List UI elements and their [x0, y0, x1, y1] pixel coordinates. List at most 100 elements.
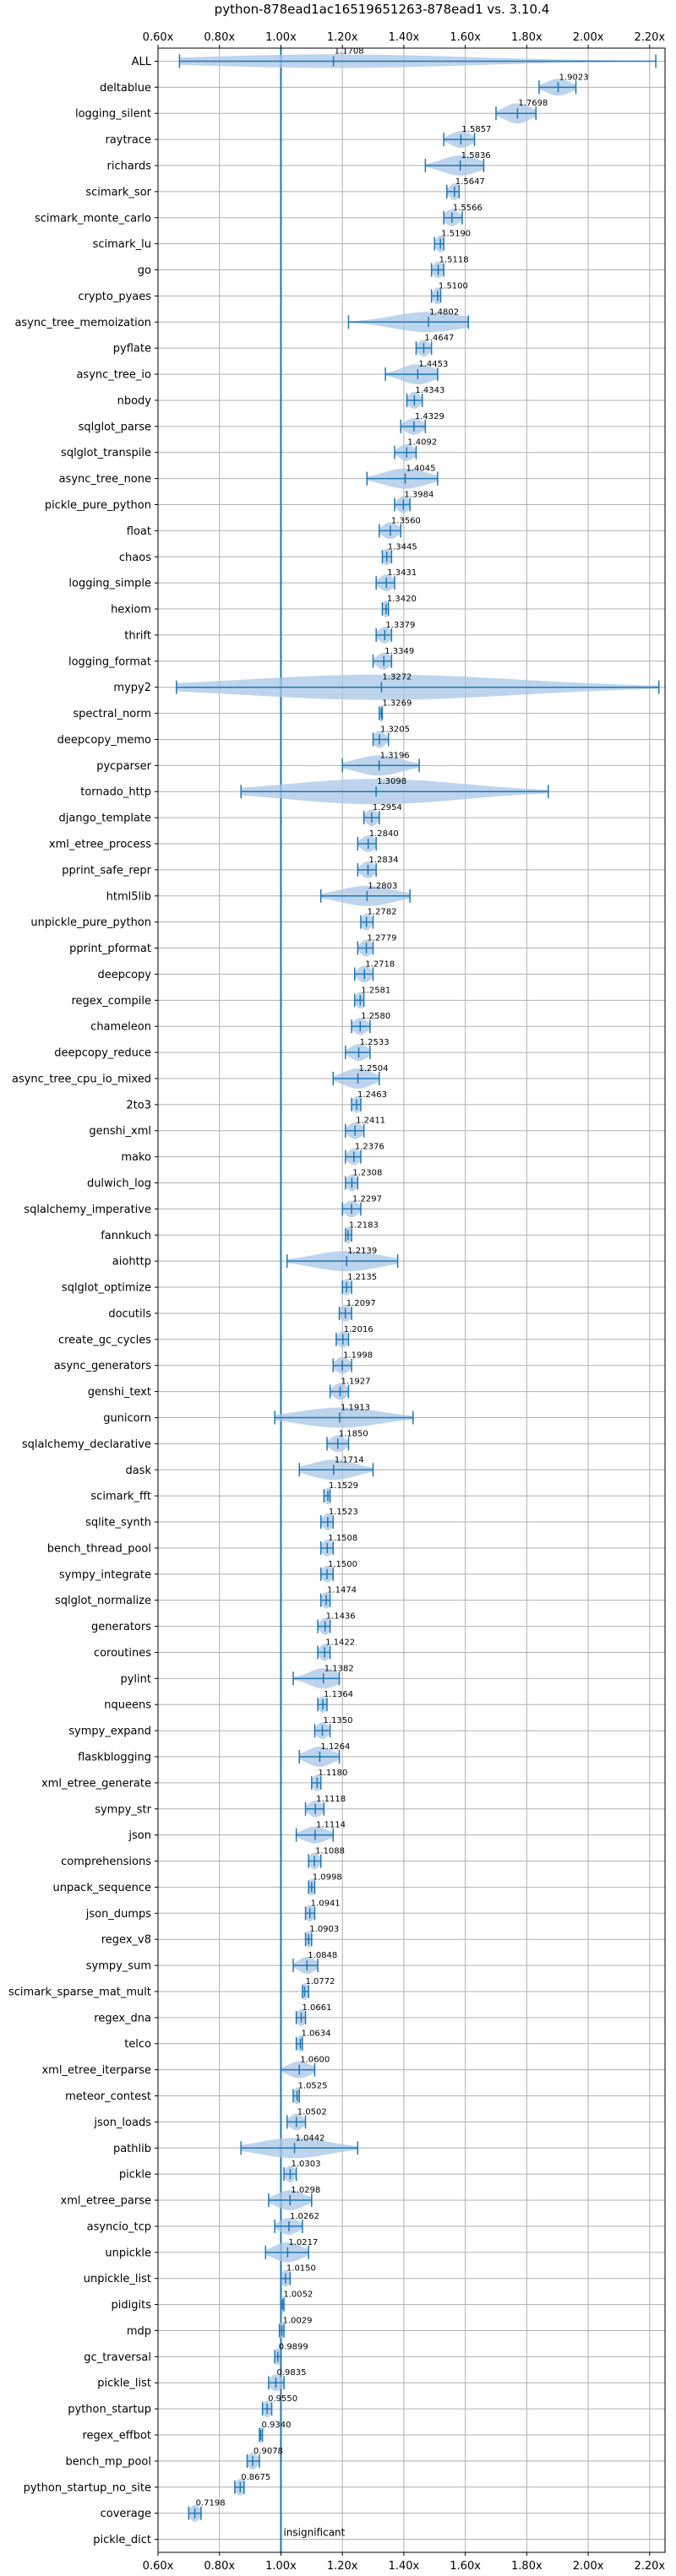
violin-xml_etree_process: 1.2840 — [357, 829, 399, 852]
value-label: 1.1529 — [329, 1481, 358, 1491]
benchmark-label: python_startup_no_site — [24, 2481, 151, 2494]
x-tick-label-bottom: 1.20x — [327, 2560, 358, 2573]
value-label: 1.0029 — [283, 2316, 313, 2325]
x-tick-label-bottom: 1.00x — [265, 2560, 297, 2573]
benchmark-label: scimark_sor — [85, 186, 151, 198]
value-label: 1.2463 — [357, 1090, 387, 1100]
benchmark-label: sympy_integrate — [59, 1568, 151, 1581]
benchmark-label: 2to3 — [126, 1099, 151, 1111]
violin-async_tree_io: 1.4453 — [384, 360, 448, 385]
benchmark-label: async_tree_none — [59, 473, 151, 486]
violin-meteor_contest: 1.0525 — [292, 2082, 328, 2105]
violin-logging_simple: 1.3431 — [375, 568, 417, 592]
benchmark-label: xml_etree_parse — [61, 2195, 151, 2208]
value-label: 1.2779 — [368, 934, 397, 943]
value-label: 1.3431 — [387, 568, 417, 578]
violin-xml_etree_iterparse: 1.0600 — [280, 2056, 330, 2079]
value-label: 1.0600 — [300, 2056, 330, 2065]
benchmark-label: richards — [107, 160, 152, 172]
value-label: 1.2580 — [361, 1012, 390, 1021]
violin-pylint: 1.1382 — [292, 1664, 354, 1689]
value-label: 1.0298 — [291, 2186, 320, 2195]
value-label: 1.2135 — [347, 1273, 377, 1282]
violin-sympy_integrate: 1.1500 — [319, 1560, 357, 1583]
violin-ALL: 1.1708 — [178, 46, 657, 68]
violin-deepcopy: 1.2718 — [353, 959, 395, 983]
benchmark-label: async_tree_memoization — [14, 317, 151, 329]
benchmark-label: pycparser — [96, 760, 151, 773]
benchmark-label: aiohttp — [112, 1256, 151, 1269]
value-label: 1.0941 — [311, 1899, 341, 1908]
violin-chameleon: 1.2580 — [351, 1012, 390, 1035]
benchmark-label: coverage — [101, 2508, 151, 2520]
benchmark-label: regex_v8 — [101, 1934, 151, 1947]
benchmark-label: pickle_pure_python — [45, 499, 151, 512]
violin-fannkuch: 1.2183 — [345, 1220, 379, 1244]
violin-pprint_safe_repr: 1.2834 — [357, 856, 399, 878]
violin-sympy_sum: 1.0848 — [292, 1951, 337, 1975]
violin-html5lib: 1.2803 — [319, 882, 411, 906]
violin-spectral_norm: 1.3269 — [379, 699, 412, 722]
value-label: 1.3098 — [377, 777, 406, 786]
violin-sqlglot_normalize: 1.1474 — [319, 1586, 357, 1609]
benchmark-label: pidigits — [112, 2299, 152, 2312]
violin-genshi_xml: 1.2411 — [345, 1117, 385, 1139]
value-label: 1.4045 — [406, 465, 436, 474]
value-label: 1.1436 — [326, 1612, 356, 1622]
benchmark-label: pathlib — [113, 2143, 151, 2155]
benchmark-label: regex_effbot — [82, 2430, 151, 2443]
value-label: 1.1998 — [343, 1351, 373, 1361]
violin-scimark_sparse_mat_mult: 1.0772 — [302, 1977, 335, 2000]
x-tick-label-top: 1.20x — [327, 31, 358, 44]
value-label: 1.0502 — [297, 2107, 327, 2117]
violin-2to3: 1.2463 — [351, 1090, 387, 1113]
x-tick-label-top: 1.60x — [450, 31, 481, 44]
violin-thrift: 1.3379 — [375, 621, 415, 644]
benchmark-label: json_dumps — [85, 1908, 151, 1921]
benchmark-label: sympy_expand — [68, 1725, 151, 1738]
x-tick-label-bottom: 1.80x — [511, 2560, 542, 2573]
violin-asyncio_tcp: 1.0262 — [274, 2212, 319, 2235]
benchmark-label: pickle_list — [97, 2378, 151, 2390]
value-label: 1.2954 — [373, 803, 402, 812]
value-label: 1.0150 — [286, 2264, 316, 2274]
violin-unpickle_list: 1.0150 — [280, 2264, 316, 2287]
violin-async_generators: 1.1998 — [332, 1351, 373, 1374]
benchmark-label: sqlalchemy_declarative — [22, 1438, 151, 1451]
value-label: 1.2803 — [368, 882, 397, 891]
violin-regex_compile: 1.2581 — [353, 986, 390, 1009]
violin-go: 1.5118 — [430, 256, 469, 279]
value-label: 1.1708 — [335, 46, 364, 56]
value-label: 0.9340 — [261, 2421, 291, 2430]
violin-async_tree_none: 1.4045 — [366, 465, 439, 489]
value-label: 1.4453 — [418, 360, 448, 369]
value-label: 1.1508 — [328, 1534, 357, 1543]
violin-pickle: 1.0303 — [283, 2160, 320, 2183]
value-label: 1.2411 — [356, 1117, 385, 1126]
value-label: 1.5647 — [455, 177, 485, 187]
benchmark-label: sqlalchemy_imperative — [24, 1204, 151, 1216]
violin-comprehensions: 1.1088 — [308, 1847, 345, 1870]
benchmark-label: genshi_xml — [89, 1125, 151, 1138]
value-label: 1.0217 — [288, 2238, 318, 2247]
value-label: 1.2376 — [355, 1143, 384, 1152]
value-label: 1.2097 — [346, 1299, 376, 1308]
violin-deepcopy_memo: 1.3205 — [372, 725, 410, 748]
benchmark-label: pprint_pformat — [69, 943, 151, 955]
violin-dulwich_log: 1.2308 — [345, 1169, 382, 1192]
benchmark-label: asyncio_tcp — [87, 2220, 151, 2233]
benchmark-label: unpickle — [105, 2247, 151, 2259]
violin-pidigits: 1.0052 — [280, 2291, 313, 2313]
benchmark-label: logging_format — [68, 655, 151, 668]
violin-unpickle_pure_python: 1.2782 — [360, 908, 397, 931]
benchmark-label: genshi_text — [88, 1386, 151, 1399]
benchmark-label: python_startup — [68, 2404, 151, 2416]
value-label: 1.0303 — [291, 2160, 320, 2169]
benchmark-label: mypy2 — [113, 682, 151, 694]
violin-sympy_expand: 1.1350 — [313, 1716, 353, 1740]
benchmark-label: unpickle_list — [84, 2273, 151, 2285]
axis-layer: 0.60x 0.60x 0.80x 0.80x 1.00x 1.00x 1.20x 1.20x… — [8, 31, 665, 2573]
insignificant-annotation: insignificant — [283, 2527, 345, 2539]
value-label: 1.0052 — [283, 2291, 313, 2300]
violin-pprint_pformat: 1.2779 — [357, 934, 397, 957]
